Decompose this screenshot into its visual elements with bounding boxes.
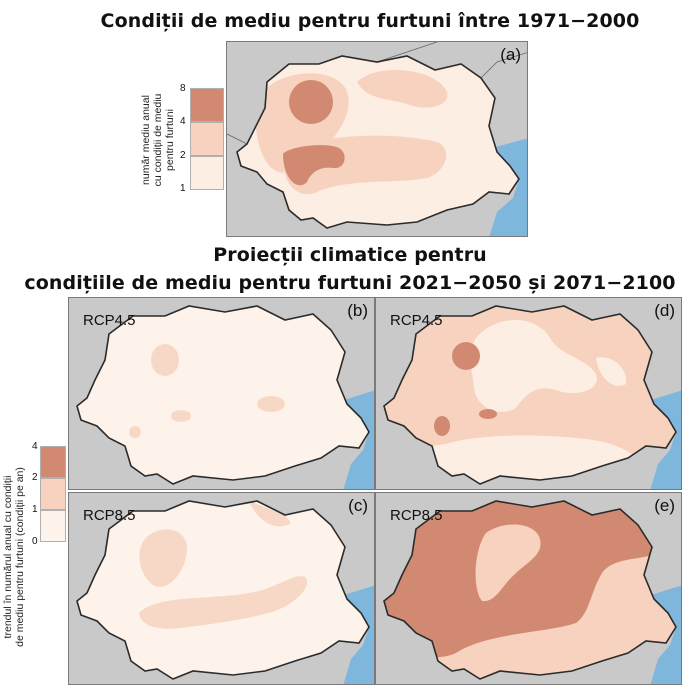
black-sea (638, 585, 681, 684)
legend-swatch-low (40, 510, 66, 542)
black-sea (331, 585, 374, 684)
panel-scenario-e: RCP8.5 (390, 507, 443, 524)
legend-historical-label: număr mediu anual cu condiții de mediu p… (140, 84, 176, 196)
legend-tick: 4 (32, 441, 38, 452)
map-panel-a: (a) (226, 41, 528, 237)
legend-swatch-mid (40, 478, 66, 510)
class-mid-area (139, 529, 188, 587)
class-high-area (289, 80, 333, 124)
legend-swatch-mid (190, 122, 224, 156)
class-high-area (479, 409, 497, 419)
legend-historical-label-line: număr mediu anual (140, 95, 152, 185)
country-border (383, 500, 677, 680)
panel-scenario-b: RCP4.5 (83, 312, 136, 329)
neighbor-border (227, 133, 248, 145)
class-high-area (384, 501, 676, 658)
class-high-area (434, 416, 450, 436)
class-high-area (452, 342, 480, 370)
map-panel-c: RCP8.5 (c) (68, 492, 375, 685)
class-mid-area (129, 426, 141, 438)
class-mid-area (357, 69, 448, 108)
class-high-area (283, 145, 345, 186)
map-c (76, 500, 374, 684)
map-panel-d: RCP4.5 (d) (375, 297, 682, 490)
legend-tick: 1 (180, 183, 186, 194)
panel-letter-a: (a) (500, 45, 521, 64)
country-border (76, 305, 370, 485)
legend-historical: număr mediu anual cu condiții de mediu p… (140, 84, 230, 194)
class-mid-area (475, 524, 541, 602)
legend-trend-label: trendul în numărul anual cu condiții de … (2, 442, 26, 672)
projections-title-line2: condițiile de mediu pentru furtuni 2021−… (24, 272, 676, 294)
legend-trend-label-line: trendul în numărul anual cu condiții (2, 475, 14, 639)
class-mid-area (257, 396, 285, 412)
projections-title-line1: Proiecții climatice pentru (213, 244, 487, 266)
panel-letter-c: (c) (348, 496, 368, 515)
country-border (236, 55, 520, 229)
panel-letter-e: (e) (654, 496, 675, 515)
class-low-area (416, 435, 636, 484)
panel-letter-b: (b) (347, 301, 368, 320)
country-border (76, 500, 370, 680)
class-mid-area (139, 576, 308, 629)
panel-scenario-d: RCP4.5 (390, 312, 443, 329)
legend-trend-label-line: de mediu pentru furtuni (condiții pe an) (14, 467, 26, 647)
legend-tick: 2 (32, 472, 38, 483)
legend-tick: 4 (180, 116, 186, 127)
panel-scenario-c: RCP8.5 (83, 507, 136, 524)
country-border (383, 305, 677, 485)
class-low-area (470, 320, 597, 412)
legend-swatch-high (190, 88, 224, 122)
class-mid-area (249, 501, 291, 527)
neighbor-border (480, 52, 527, 79)
legend-historical-label-line: cu condiții de mediu (152, 93, 164, 187)
legend-trend: trendul în numărul anual cu condiții de … (0, 440, 70, 680)
legend-historical-label-line: pentru furtuni (164, 109, 176, 171)
neighbor-border (376, 42, 438, 63)
black-sea (331, 390, 374, 489)
black-sea (638, 390, 681, 489)
class-mid-area (151, 344, 179, 376)
map-b (76, 305, 374, 489)
legend-swatch-high (40, 446, 66, 478)
legend-tick: 0 (32, 536, 38, 547)
black-sea (477, 138, 527, 236)
legend-tick: 2 (180, 150, 186, 161)
map-a (227, 42, 527, 236)
legend-tick: 1 (32, 504, 38, 515)
map-panel-e: RCP8.5 (e) (375, 492, 682, 685)
legend-tick: 8 (180, 83, 186, 94)
map-panel-b: RCP4.5 (b) (68, 297, 375, 490)
class-mid-area (171, 410, 191, 422)
map-d (383, 305, 681, 489)
class-low-area (596, 357, 627, 386)
legend-swatch-low (190, 156, 224, 190)
panel-letter-d: (d) (654, 301, 675, 320)
map-e (383, 500, 681, 684)
main-title: Condiții de mediu pentru furtuni între 1… (100, 10, 640, 32)
